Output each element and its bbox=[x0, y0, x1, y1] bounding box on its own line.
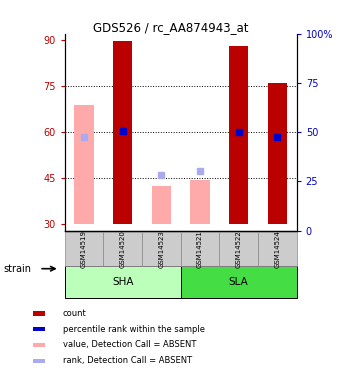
Bar bbox=[74, 105, 94, 225]
Bar bbox=[181, 266, 297, 298]
Text: GSM14522: GSM14522 bbox=[236, 230, 242, 268]
Text: GDS526 / rc_AA874943_at: GDS526 / rc_AA874943_at bbox=[93, 21, 248, 34]
Text: percentile rank within the sample: percentile rank within the sample bbox=[63, 325, 205, 334]
Text: GSM14523: GSM14523 bbox=[159, 230, 164, 268]
Bar bbox=[219, 232, 258, 266]
Text: GSM14524: GSM14524 bbox=[275, 230, 280, 268]
Text: SHA: SHA bbox=[112, 277, 134, 287]
Bar bbox=[33, 311, 45, 316]
Text: count: count bbox=[63, 309, 86, 318]
Bar bbox=[190, 180, 210, 225]
Bar bbox=[113, 42, 132, 225]
Bar bbox=[65, 232, 103, 266]
Bar bbox=[229, 46, 248, 225]
Bar bbox=[33, 358, 45, 363]
Bar bbox=[181, 232, 219, 266]
Text: rank, Detection Call = ABSENT: rank, Detection Call = ABSENT bbox=[63, 356, 192, 365]
Bar bbox=[103, 232, 142, 266]
Bar bbox=[268, 83, 287, 225]
Bar bbox=[152, 186, 171, 225]
Bar bbox=[258, 232, 297, 266]
Bar bbox=[33, 327, 45, 332]
Bar bbox=[33, 343, 45, 347]
Bar bbox=[65, 266, 181, 298]
Bar bbox=[142, 232, 181, 266]
Text: value, Detection Call = ABSENT: value, Detection Call = ABSENT bbox=[63, 340, 196, 350]
Text: strain: strain bbox=[3, 264, 31, 274]
Text: GSM14520: GSM14520 bbox=[120, 230, 126, 268]
Text: GSM14519: GSM14519 bbox=[81, 230, 87, 268]
Text: SLA: SLA bbox=[229, 277, 249, 287]
Text: GSM14521: GSM14521 bbox=[197, 230, 203, 268]
